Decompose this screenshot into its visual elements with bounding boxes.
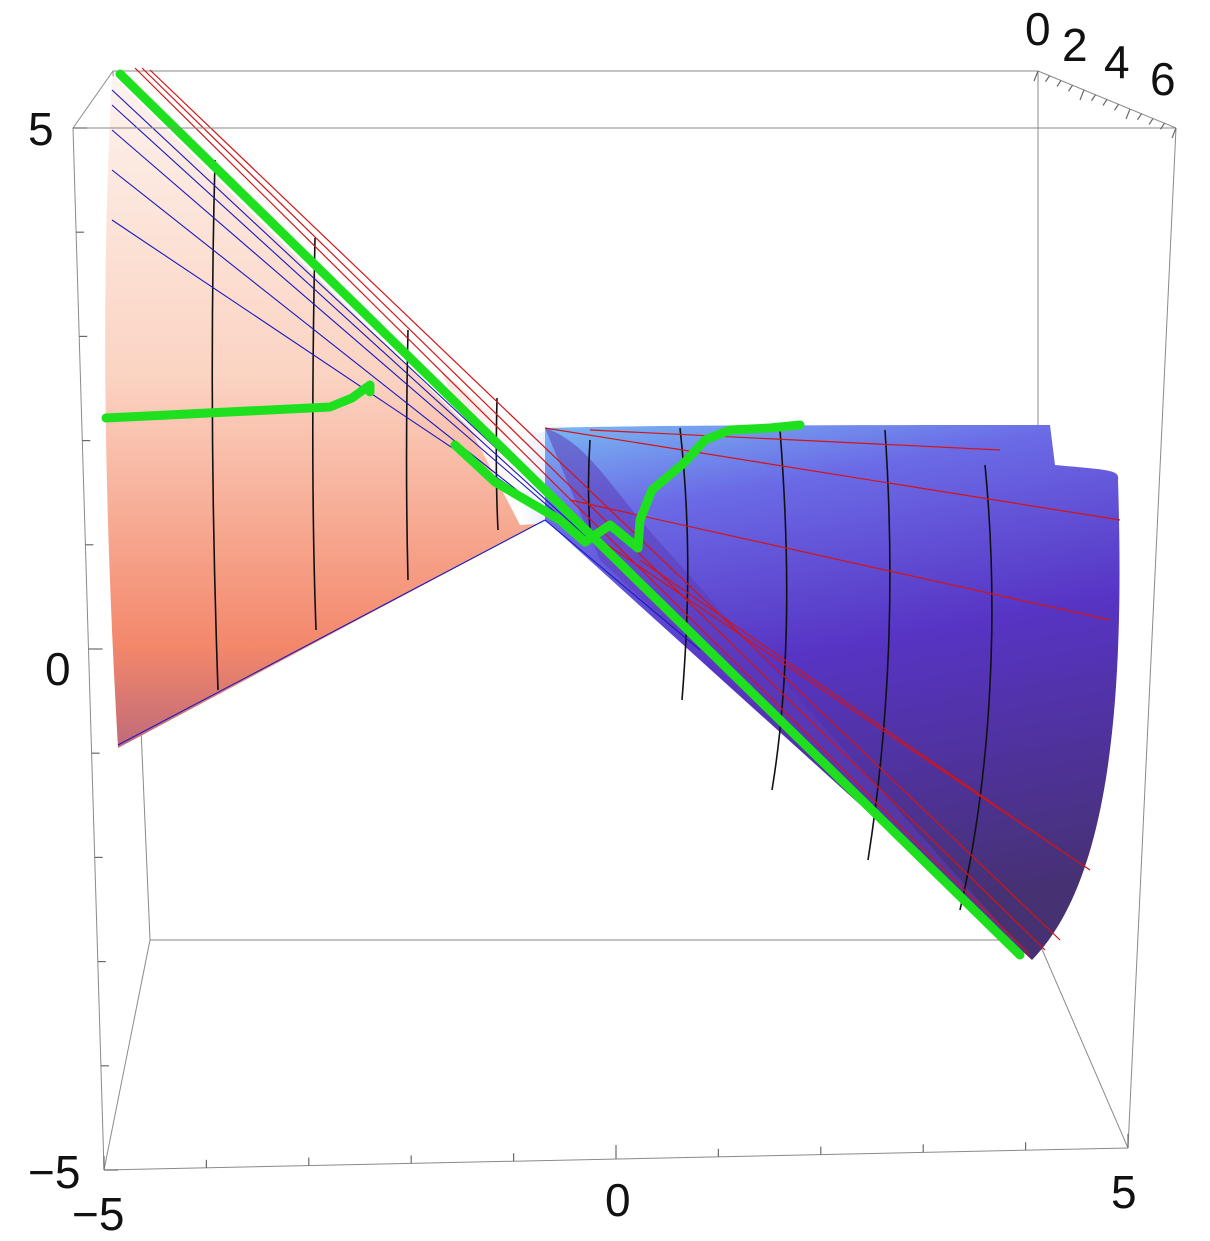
blue-ruling [117, 519, 546, 746]
blue-ruling [111, 169, 581, 541]
axis-tick [1160, 122, 1165, 130]
red-ruling [639, 559, 1061, 851]
red-ruling [134, 67, 1031, 956]
z-tick-label: −5 [28, 1146, 80, 1198]
green-right-branch [450, 420, 805, 553]
axis-ticks [73, 70, 1177, 1171]
red-rulings [134, 67, 1121, 956]
blue-ruling [544, 519, 701, 651]
axis-tick [1091, 94, 1096, 102]
box-edge-br-diag [1037, 939, 1129, 1149]
axis-tick [1102, 99, 1108, 106]
axis-tick [1068, 84, 1073, 92]
red-ruling [589, 429, 1001, 451]
axis-tick [1079, 89, 1085, 101]
x-tick-label: 5 [1111, 1166, 1137, 1218]
green-ruling-line [115, 69, 1025, 960]
x-tick-label: −5 [72, 1188, 124, 1240]
z-tick-label: 5 [28, 103, 54, 155]
axis-tick-labels: 5 0 −5 −5 0 5 0 2 4 6 [28, 3, 1176, 1240]
blue-ruling [111, 129, 586, 539]
axis-tick [1114, 103, 1119, 111]
blue-ruling [111, 104, 591, 541]
axis-tick [1033, 70, 1039, 82]
red-ruling [149, 69, 1061, 941]
box-edge-bl-diag [103, 939, 151, 1171]
section-line [495, 397, 499, 531]
axis-tick [1125, 108, 1131, 120]
green-curve [101, 69, 1025, 960]
red-ruling [544, 427, 1121, 521]
y-tick-label: 2 [1062, 19, 1088, 71]
box-edge-tl-diag [72, 70, 114, 129]
section-line [312, 237, 317, 631]
box-edge-right-front [1127, 127, 1177, 1149]
y-tick-label: 4 [1104, 36, 1130, 88]
x-tick-label: 0 [605, 1174, 631, 1226]
axis-tick [1148, 118, 1154, 125]
section-line [405, 329, 409, 581]
section-line [211, 159, 219, 691]
section-line [771, 429, 788, 791]
green-left-branch [101, 380, 375, 423]
section-line [867, 429, 891, 861]
axis-tick [1045, 75, 1050, 83]
axis-tick [1056, 80, 1062, 87]
red-ruling [569, 499, 1111, 621]
axis-tick [1171, 127, 1177, 139]
section-line [587, 439, 591, 531]
y-tick-label: 0 [1025, 3, 1051, 55]
surface-right-inner [545, 428, 1030, 958]
red-ruling [141, 67, 1046, 951]
axis-tick [1137, 113, 1142, 121]
y-tick-label: 6 [1150, 53, 1176, 105]
z-tick-label: 0 [45, 643, 71, 695]
